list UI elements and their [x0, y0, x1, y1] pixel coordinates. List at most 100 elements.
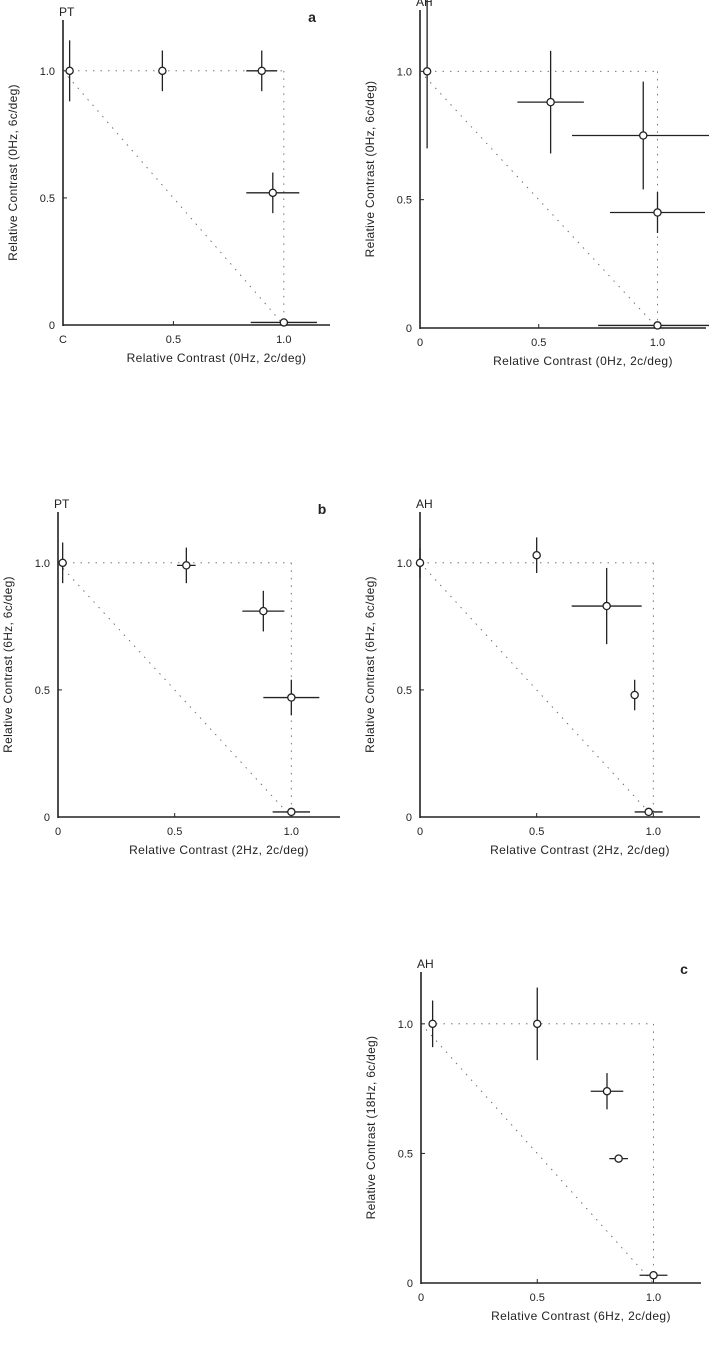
panel-0: 0 0.5 1.0 C 0.5 1.0 Relative Contrast (0Hz, 2c… — [6, 5, 330, 365]
x-tick-label: 1.0 — [276, 334, 291, 346]
y-tick-label: 0.5 — [40, 193, 55, 205]
point-marker — [630, 690, 639, 700]
x-axis-label: Relative Contrast (6Hz, 2c/deg) — [491, 1309, 671, 1323]
point-marker — [614, 1154, 623, 1163]
data-point — [263, 679, 320, 716]
data-point — [246, 50, 278, 92]
guide-diagonal — [419, 562, 654, 818]
x-tick-label: 0.5 — [530, 1292, 545, 1304]
y-tick-label: 0 — [406, 812, 412, 824]
data-point — [242, 590, 285, 632]
y-axis-label: Relative Contrast (0Hz, 6c/deg) — [6, 84, 20, 261]
point-marker — [644, 807, 653, 817]
data-point — [246, 172, 300, 214]
data-point — [532, 537, 541, 573]
data-point — [422, 0, 432, 149]
data-point — [65, 40, 74, 102]
x-tick-label: 0.5 — [167, 826, 182, 838]
point-marker — [415, 558, 425, 568]
point-marker — [428, 1019, 437, 1029]
x-tick-label: 1.0 — [646, 826, 661, 838]
y-tick-label: 0.5 — [35, 685, 50, 697]
y-tick-label: 1.0 — [398, 1019, 413, 1031]
data-point — [572, 81, 709, 190]
x-tick-label: 0 — [417, 337, 423, 349]
point-marker — [158, 66, 167, 76]
point-marker — [287, 693, 296, 702]
data-point — [428, 1000, 437, 1048]
point-marker — [259, 606, 268, 616]
point-marker — [58, 558, 67, 568]
y-tick-label: 0.5 — [397, 685, 412, 697]
point-marker — [602, 601, 611, 611]
panel-3: 0 0.5 1.0 0 0.5 1.0 Relative Contrast (2Hz, 2c… — [363, 497, 700, 857]
y-tick-label: 1.0 — [35, 558, 50, 570]
guide-diagonal — [57, 562, 292, 818]
point-marker — [65, 66, 74, 76]
point-marker — [649, 1270, 658, 1280]
point-marker — [532, 550, 541, 560]
subject-label: PT — [54, 497, 70, 511]
y-tick-label: 0.5 — [397, 195, 412, 207]
x-tick-label: 0 — [55, 826, 61, 838]
data-point — [610, 191, 705, 234]
point-marker — [287, 807, 296, 817]
data-point — [571, 567, 642, 645]
x-axis-label: Relative Contrast (0Hz, 2c/deg) — [127, 351, 307, 365]
guide-diagonal — [419, 71, 658, 329]
x-tick-label: 0.5 — [531, 337, 546, 349]
data-point — [272, 807, 310, 817]
x-tick-label: 0 — [417, 826, 423, 838]
data-point — [58, 542, 67, 584]
x-tick-label: 1.0 — [646, 1292, 661, 1304]
x-axis-label: Relative Contrast (0Hz, 2c/deg) — [493, 354, 673, 368]
y-axis-label: Relative Contrast (6Hz, 6c/deg) — [1, 576, 15, 753]
data-point — [250, 318, 317, 327]
data-point — [598, 321, 709, 330]
point-marker — [653, 321, 662, 330]
data-point — [533, 987, 542, 1061]
x-tick-label: C — [59, 334, 67, 346]
panel-4: 0 0.5 1.0 0 0.5 1.0 Relative Contrast (6Hz, 2c… — [364, 957, 701, 1323]
x-tick-label: 1.0 — [650, 337, 665, 349]
point-marker — [602, 1086, 612, 1096]
x-tick-label: 0 — [418, 1292, 424, 1304]
x-tick-label: 0.5 — [166, 334, 181, 346]
data-point — [590, 1073, 624, 1110]
subject-label: PT — [59, 5, 75, 19]
data-point — [158, 50, 167, 92]
subject-label: AH — [416, 497, 433, 511]
panel-label: a — [308, 9, 316, 25]
point-marker — [182, 561, 191, 570]
point-marker — [533, 1019, 542, 1029]
y-tick-label: 0 — [44, 812, 50, 824]
y-tick-label: 0 — [406, 323, 412, 335]
panel-label: c — [680, 961, 688, 977]
y-tick-label: 0.5 — [398, 1148, 413, 1160]
guide-diagonal — [420, 1023, 654, 1284]
subject-label: AH — [417, 957, 434, 971]
x-axis-label: Relative Contrast (2Hz, 2c/deg) — [129, 843, 309, 857]
guide-diagonal — [62, 70, 285, 326]
data-point — [415, 547, 425, 579]
data-point — [517, 50, 584, 154]
data-point — [630, 679, 639, 711]
point-marker — [546, 97, 555, 107]
panel-label: b — [318, 501, 327, 517]
y-axis-label: Relative Contrast (6Hz, 6c/deg) — [363, 576, 377, 753]
data-point — [177, 547, 196, 584]
point-marker — [653, 208, 662, 217]
panel-2: 0 0.5 1.0 0 0.5 1.0 Relative Contrast (2Hz, 2c… — [1, 497, 340, 857]
panel-1: 0 0.5 1.0 0 0.5 1.0 Relative Contrast (0Hz, 2c… — [363, 0, 709, 368]
y-axis-label: Relative Contrast (18Hz, 6c/deg) — [364, 1036, 378, 1220]
y-tick-label: 1.0 — [40, 66, 55, 78]
y-tick-label: 0 — [49, 320, 55, 332]
point-marker — [639, 131, 648, 140]
y-tick-label: 0 — [407, 1278, 413, 1290]
subject-label: AH — [416, 0, 433, 9]
x-tick-label: 1.0 — [284, 826, 299, 838]
y-axis-label: Relative Contrast (0Hz, 6c/deg) — [363, 81, 377, 258]
point-marker — [257, 66, 266, 76]
data-point — [634, 807, 663, 817]
